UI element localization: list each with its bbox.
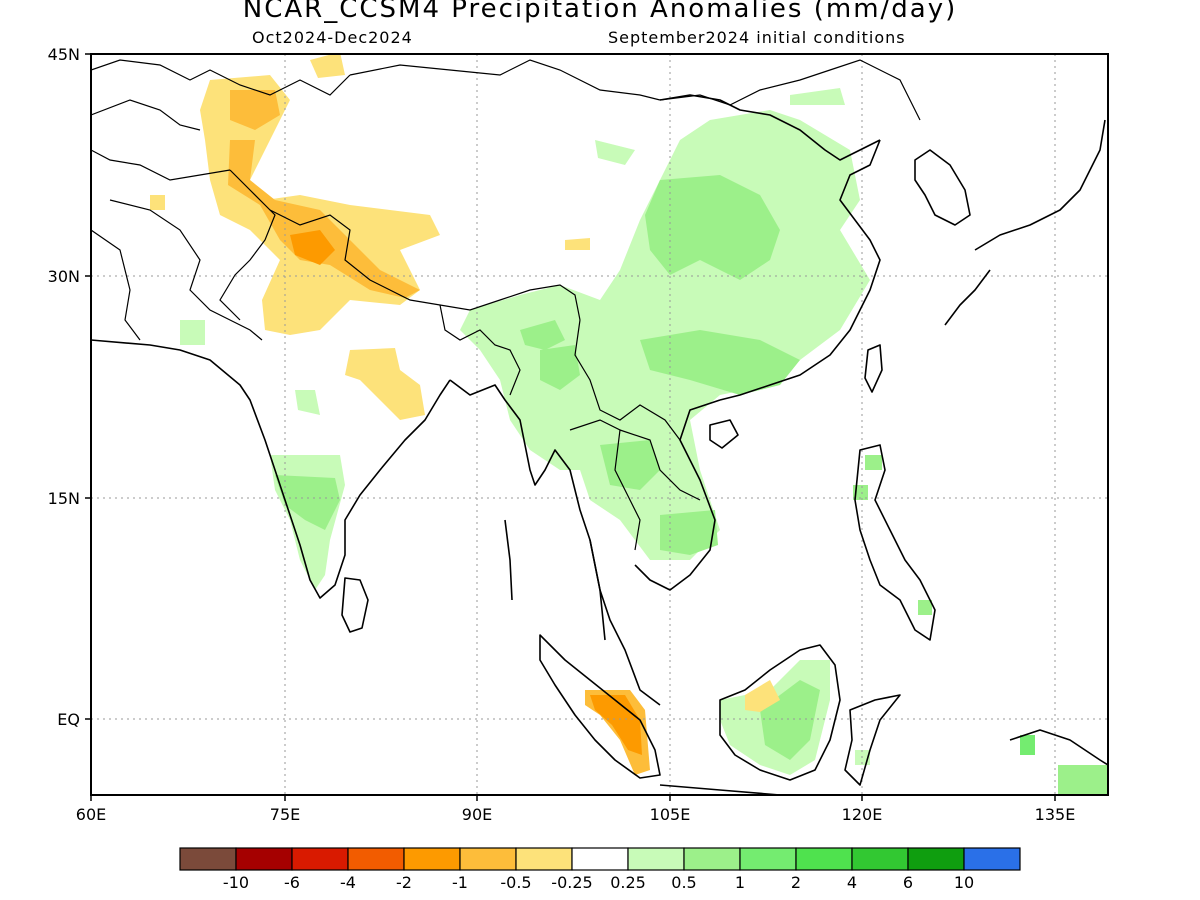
colorbar-label-9: 1 <box>735 873 745 892</box>
tick-label-eq: EQ <box>57 710 80 729</box>
colorbar-label-4: -1 <box>452 873 468 892</box>
maluku-wet <box>1020 735 1035 755</box>
colorbar-label-10: 2 <box>791 873 801 892</box>
south-india-wet-2 <box>275 475 340 530</box>
colorbar-box-0 <box>179 847 237 871</box>
colorbar-box-9 <box>683 847 741 871</box>
kashmir-dry-orange <box>290 230 335 265</box>
coastlines <box>91 94 1108 795</box>
colorbar-box-14 <box>963 847 1021 871</box>
colorbar-label-5: -0.5 <box>500 873 531 892</box>
colorbar-box-7 <box>571 847 629 871</box>
north-china-wet-2 <box>790 88 845 105</box>
colorbar-label-6: -0.25 <box>551 873 592 892</box>
colorbar-label-13: 10 <box>954 873 974 892</box>
colorbar-box-12 <box>851 847 909 871</box>
mindanao-wet <box>918 600 932 615</box>
tick-label-105e: 105E <box>650 805 691 824</box>
colorbar-box-11 <box>795 847 853 871</box>
tick-label-75e: 75E <box>270 805 300 824</box>
initial-conditions: September2024 initial conditions <box>608 28 906 47</box>
myanmar-wet <box>540 345 580 390</box>
plot-frame <box>90 53 1109 796</box>
tick-label-60e: 60E <box>76 805 106 824</box>
colorbar-label-11: 4 <box>847 873 857 892</box>
tick-label-45n: 45N <box>48 45 80 64</box>
forecast-period: Oct2024-Dec2024 <box>252 28 413 47</box>
borneo-dry <box>745 680 780 712</box>
north-pak-dry <box>230 90 280 130</box>
colorbar-box-10 <box>739 847 797 871</box>
colorbar-box-6 <box>515 847 573 871</box>
tick-label-120e: 120E <box>842 805 883 824</box>
north-china-wet-3 <box>595 140 635 165</box>
colorbar-box-8 <box>627 847 685 871</box>
colorbar-label-3: -2 <box>396 873 412 892</box>
grid-lines <box>91 54 1108 795</box>
colorbar-label-12: 6 <box>903 873 913 892</box>
philippines-wet <box>865 455 882 470</box>
south-china-wet <box>640 330 800 395</box>
central-india-dry <box>345 348 425 420</box>
latitude-labels: 45N 30N 15N EQ <box>48 45 80 729</box>
papua-wet <box>1058 765 1108 795</box>
tick-label-15n: 15N <box>48 489 80 508</box>
tick-label-30n: 30N <box>48 267 80 286</box>
colorbar-label-8: 0.5 <box>671 873 696 892</box>
colorbar-label-0: -10 <box>223 873 249 892</box>
colorbar-boxes <box>179 847 1021 871</box>
colorbar-box-3 <box>347 847 405 871</box>
thailand-wet <box>600 440 660 490</box>
anomaly-shading <box>150 54 1108 795</box>
colorbar-label-1: -6 <box>284 873 300 892</box>
tick-label-90e: 90E <box>462 805 492 824</box>
iran-dry <box>150 195 165 210</box>
vietnam-wet <box>660 510 718 555</box>
hindukush-dry <box>310 54 345 78</box>
country-borders <box>91 59 921 551</box>
sumatra-dry-2 <box>590 695 642 755</box>
map-title: NCAR_CCSM4 Precipitation Anomalies (mm/d… <box>242 0 958 24</box>
north-china-wet <box>460 110 870 560</box>
tibet-dry <box>565 238 590 250</box>
colorbar-box-2 <box>291 847 349 871</box>
colorbar-box-5 <box>459 847 517 871</box>
colorbar-label-2: -4 <box>340 873 356 892</box>
tick-label-135e: 135E <box>1035 805 1076 824</box>
colorbar-box-1 <box>235 847 293 871</box>
bangladesh-wet <box>520 320 565 350</box>
colorbar-labels: -10 -6 -4 -2 -1 -0.5 -0.25 0.25 0.5 1 2 4 6 10 <box>223 873 974 892</box>
central-china-wet <box>645 175 780 280</box>
himalaya-dry <box>228 140 420 298</box>
colorbar-box-4 <box>403 847 461 871</box>
longitude-labels: 60E 75E 90E 105E 120E 135E <box>76 805 1076 824</box>
colorbar-label-7: 0.25 <box>610 873 646 892</box>
colorbar-legend: -10 -6 -4 -2 -1 -0.5 -0.25 0.25 0.5 1 2 4 6 10 <box>179 847 1021 892</box>
india-wet-small-2 <box>295 390 320 415</box>
colorbar-box-13 <box>907 847 965 871</box>
india-wet-small <box>180 320 205 345</box>
